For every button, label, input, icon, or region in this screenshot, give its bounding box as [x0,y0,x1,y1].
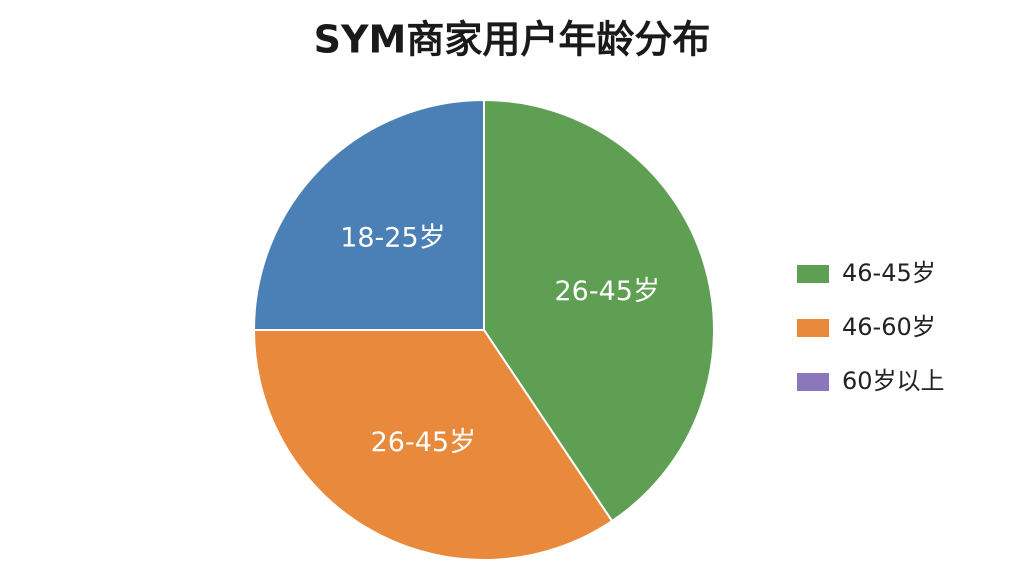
legend-swatch [797,265,829,283]
slice-label: 26-45岁 [371,427,476,458]
slice-label: 26-45岁 [554,276,659,307]
pie-slice [252,329,614,561]
legend-swatch [797,319,829,337]
pie-slice [252,98,485,331]
legend-label: 46-60岁 [842,313,936,341]
slice-label: 18-25岁 [340,222,445,253]
legend-label: 60岁以上 [842,367,945,395]
pie-slice [483,98,715,523]
legend-swatch [797,373,829,391]
legend-label: 46-45岁 [842,259,936,287]
chart-title: SYM商家用户年龄分布 [314,18,711,62]
